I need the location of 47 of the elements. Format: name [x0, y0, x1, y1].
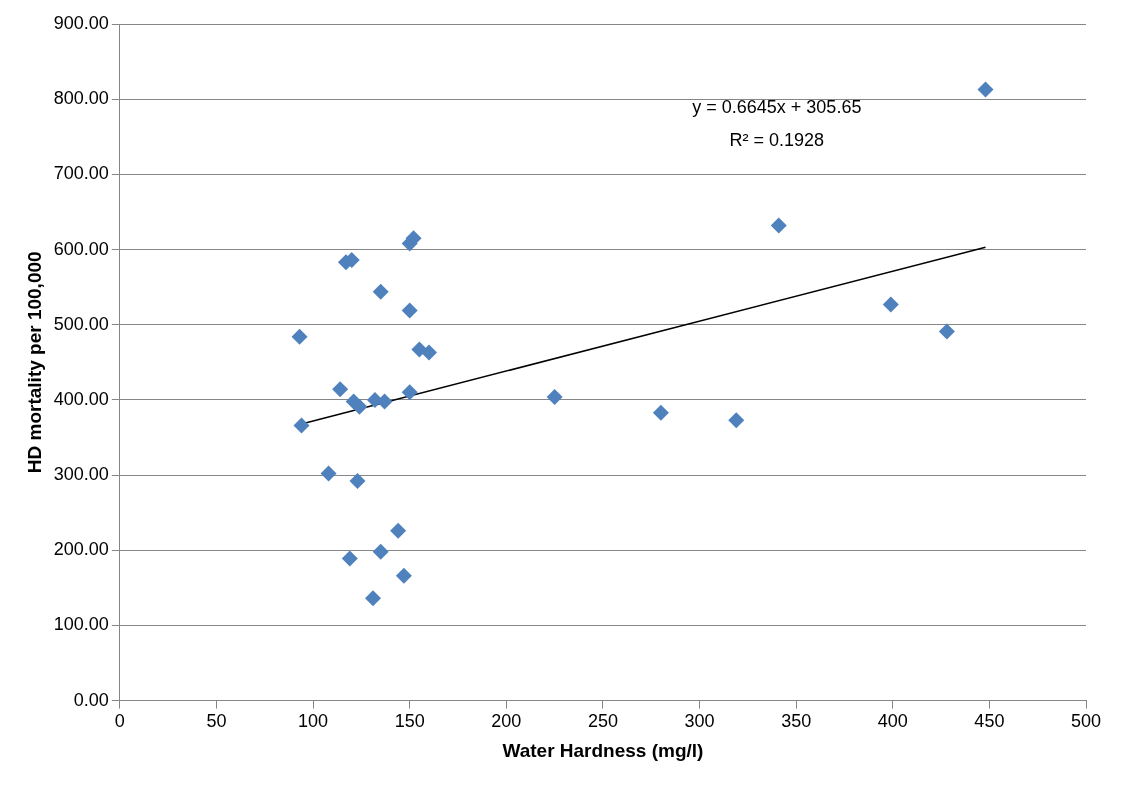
y-axis-title: HD mortality per 100,000	[23, 251, 45, 474]
point	[291, 328, 308, 345]
point	[770, 217, 787, 234]
point	[293, 417, 310, 434]
y-tick-label: 200.00	[53, 539, 109, 560]
point	[372, 283, 389, 300]
x-axis-title: Water Hardness (mg/l)	[502, 739, 704, 761]
y-tick-label: 400.00	[53, 388, 109, 409]
point	[390, 522, 407, 539]
x-tick-label: 450	[974, 711, 1005, 732]
point	[401, 302, 418, 319]
y-tick-label: 700.00	[53, 163, 109, 184]
x-tick-label: 150	[394, 711, 425, 732]
annotation: y = 0.6645x + 305.65	[692, 96, 862, 117]
x-tick-label: 0	[114, 711, 125, 732]
point	[349, 473, 366, 490]
x-tick-label: 50	[206, 711, 227, 732]
point	[395, 567, 412, 584]
x-tick-label: 200	[491, 711, 522, 732]
y-tick-label: 500.00	[53, 313, 109, 334]
x-tick-label: 350	[781, 711, 812, 732]
y-tick-label: 0.00	[73, 689, 109, 710]
point	[372, 543, 389, 560]
x-tick-label: 100	[298, 711, 329, 732]
point	[401, 384, 418, 401]
y-tick-label: 900.00	[53, 12, 109, 33]
point	[546, 388, 563, 405]
point	[882, 296, 899, 313]
point	[728, 412, 745, 429]
point	[351, 398, 368, 415]
point	[364, 590, 381, 607]
x-tick-label: 300	[684, 711, 715, 732]
point	[332, 381, 349, 398]
point	[421, 344, 438, 361]
x-tick-label: 400	[877, 711, 908, 732]
x-tick-label: 250	[587, 711, 618, 732]
y-tick-label: 800.00	[53, 88, 109, 109]
point	[977, 81, 994, 98]
point	[652, 404, 669, 421]
y-tick-label: 100.00	[53, 614, 109, 635]
point	[341, 550, 358, 567]
annotation: R² = 0.1928	[729, 129, 825, 150]
y-tick-label: 600.00	[53, 238, 109, 259]
point	[320, 465, 337, 482]
x-tick-label: 500	[1070, 711, 1102, 732]
point	[938, 323, 955, 340]
y-tick-label: 300.00	[53, 464, 109, 485]
